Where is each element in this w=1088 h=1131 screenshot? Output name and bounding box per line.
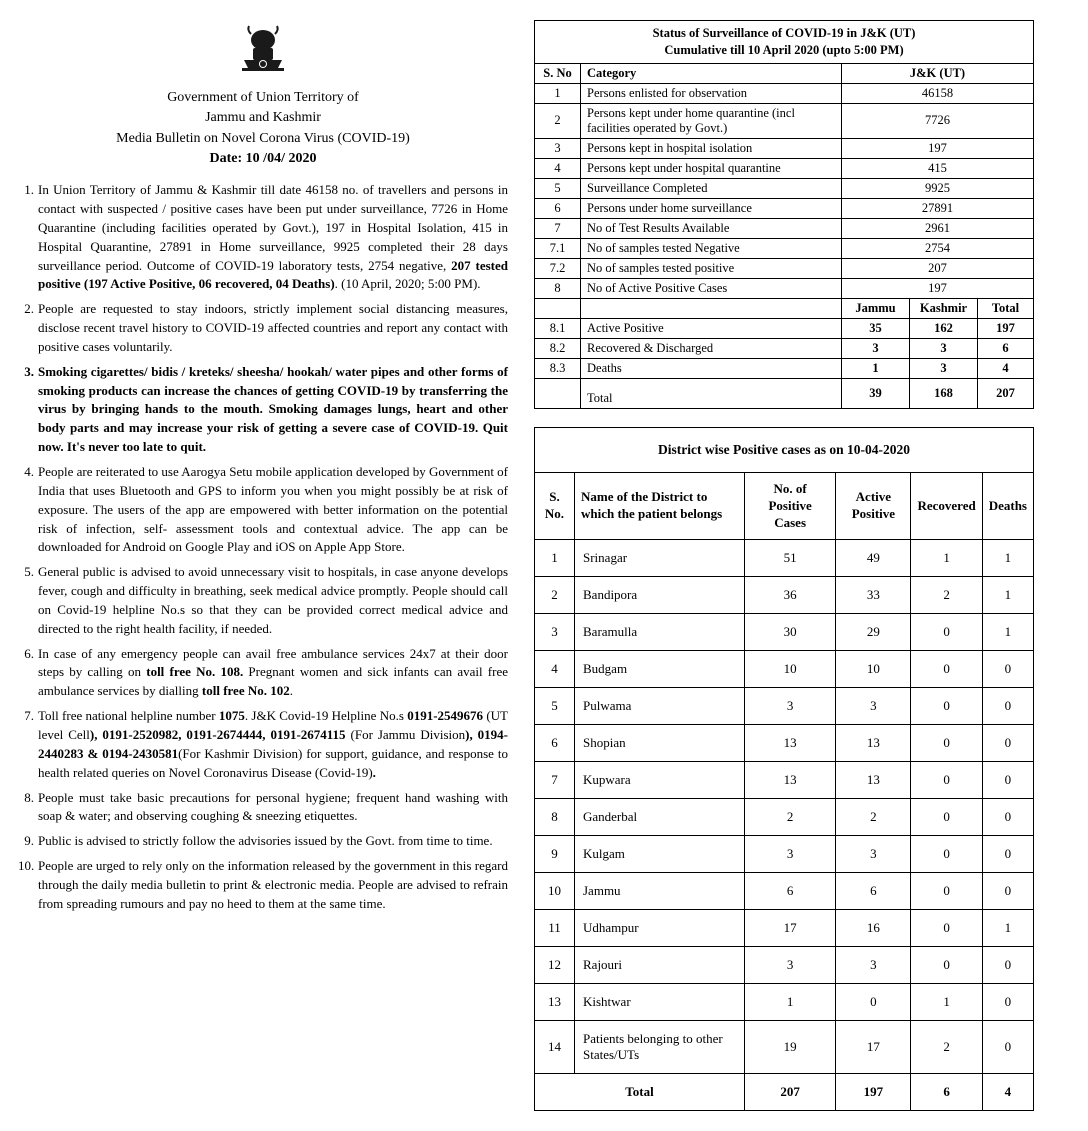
bulletin-points: 1.In Union Territory of Jammu & Kashmir … <box>18 181 508 913</box>
point-number: 10. <box>18 857 38 914</box>
dist-row: 12 Rajouri 3 3 0 0 <box>535 947 1034 984</box>
col-deaths: Deaths <box>982 472 1033 540</box>
surv-split-row: 8.3Deaths134 <box>535 358 1034 378</box>
point-text: People are requested to stay indoors, st… <box>38 300 508 357</box>
surveillance-table: Status of Surveillance of COVID-19 in J&… <box>534 20 1034 409</box>
bulletin-point: 10.People are urged to rely only on the … <box>18 857 508 914</box>
point-text: Public is advised to strictly follow the… <box>38 832 508 851</box>
surv-row: 8No of Active Positive Cases197 <box>535 278 1034 298</box>
bulletin-point: 4.People are reiterated to use Aarogya S… <box>18 463 508 557</box>
dist-row: 13 Kishtwar 1 0 1 0 <box>535 984 1034 1021</box>
point-text: In case of any emergency people can avai… <box>38 645 508 702</box>
dist-row: 11 Udhampur 17 16 0 1 <box>535 910 1034 947</box>
bulletin-point: 7.Toll free national helpline number 107… <box>18 707 508 782</box>
right-column: Status of Surveillance of COVID-19 in J&… <box>534 20 1034 1111</box>
point-text: Smoking cigarettes/ bidis / kreteks/ she… <box>38 363 508 457</box>
bulletin-point: 5.General public is advised to avoid unn… <box>18 563 508 638</box>
point-number: 3. <box>18 363 38 457</box>
bulletin-date: Date: 10 /04/ 2020 <box>18 149 508 169</box>
point-text: Toll free national helpline number 1075.… <box>38 707 508 782</box>
point-text: In Union Territory of Jammu & Kashmir ti… <box>38 181 508 294</box>
dist-row: 6 Shopian 13 13 0 0 <box>535 725 1034 762</box>
col-category: Category <box>581 63 842 83</box>
col-positive: No. of Positive Cases <box>745 472 836 540</box>
dist-row: 8 Ganderbal 2 2 0 0 <box>535 799 1034 836</box>
dist-row: 4 Budgam 10 10 0 0 <box>535 651 1034 688</box>
bulletin-point: 1.In Union Territory of Jammu & Kashmir … <box>18 181 508 294</box>
col-active: Active Positive <box>836 472 911 540</box>
surv-row: 1Persons enlisted for observation46158 <box>535 83 1034 103</box>
surv-title: Status of Surveillance of COVID-19 in J&… <box>535 21 1034 64</box>
surv-row: 3Persons kept in hospital isolation197 <box>535 138 1034 158</box>
surv-row: 5Surveillance Completed9925 <box>535 178 1034 198</box>
surv-row: 7.1No of samples tested Negative2754 <box>535 238 1034 258</box>
bulletin-point: 3.Smoking cigarettes/ bidis / kreteks/ s… <box>18 363 508 457</box>
bulletin-point: 2.People are requested to stay indoors, … <box>18 300 508 357</box>
point-number: 1. <box>18 181 38 294</box>
surv-split-header: JammuKashmirTotal <box>535 298 1034 318</box>
dist-row: 7 Kupwara 13 13 0 0 <box>535 762 1034 799</box>
col-sno: S. No <box>535 63 581 83</box>
surv-total-row: Total39168207 <box>535 378 1034 408</box>
point-text: People are urged to rely only on the inf… <box>38 857 508 914</box>
col-value: J&K (UT) <box>842 63 1034 83</box>
point-text: People are reiterated to use Aarogya Set… <box>38 463 508 557</box>
dist-title: District wise Positive cases as on 10-04… <box>535 427 1034 472</box>
surv-row: 6Persons under home surveillance27891 <box>535 198 1034 218</box>
dist-header-row: S. No. Name of the District to which the… <box>535 472 1034 540</box>
dist-total-row: Total 207 197 6 4 <box>535 1074 1034 1111</box>
dist-row: 10 Jammu 6 6 0 0 <box>535 873 1034 910</box>
org-line-2: Jammu and Kashmir <box>18 108 508 128</box>
org-line-1: Government of Union Territory of <box>18 88 508 108</box>
point-text: General public is advised to avoid unnec… <box>38 563 508 638</box>
surv-row: 2Persons kept under home quarantine (inc… <box>535 103 1034 138</box>
dist-row: 1 Srinagar 51 49 1 1 <box>535 540 1034 577</box>
bulletin-point: 9.Public is advised to strictly follow t… <box>18 832 508 851</box>
surv-row: 7No of Test Results Available2961 <box>535 218 1034 238</box>
col-recovered: Recovered <box>911 472 982 540</box>
document-header: Government of Union Territory of Jammu a… <box>18 20 508 169</box>
point-number: 8. <box>18 789 38 827</box>
point-number: 2. <box>18 300 38 357</box>
left-column: Government of Union Territory of Jammu a… <box>18 20 508 920</box>
page-root: Government of Union Territory of Jammu a… <box>18 20 1070 1111</box>
bulletin-point: 8.People must take basic precautions for… <box>18 789 508 827</box>
bulletin-title: Media Bulletin on Novel Corona Virus (CO… <box>18 129 508 149</box>
surv-row: 7.2No of samples tested positive207 <box>535 258 1034 278</box>
point-number: 4. <box>18 463 38 557</box>
surv-split-row: 8.2Recovered & Discharged336 <box>535 338 1034 358</box>
bulletin-point: 6.In case of any emergency people can av… <box>18 645 508 702</box>
dist-row: 9 Kulgam 3 3 0 0 <box>535 836 1034 873</box>
surv-split-row: 8.1Active Positive35162197 <box>535 318 1034 338</box>
dist-row: 5 Pulwama 3 3 0 0 <box>535 688 1034 725</box>
col-sno: S. No. <box>535 472 575 540</box>
surv-row: 4Persons kept under hospital quarantine4… <box>535 158 1034 178</box>
dist-row: 14 Patients belonging to other States/UT… <box>535 1021 1034 1074</box>
col-district: Name of the District to which the patien… <box>575 472 745 540</box>
point-text: People must take basic precautions for p… <box>38 789 508 827</box>
point-number: 6. <box>18 645 38 702</box>
national-emblem-icon <box>234 20 292 80</box>
dist-row: 2 Bandipora 36 33 2 1 <box>535 577 1034 614</box>
dist-row: 3 Baramulla 30 29 0 1 <box>535 614 1034 651</box>
point-number: 7. <box>18 707 38 782</box>
district-table: District wise Positive cases as on 10-04… <box>534 427 1034 1112</box>
point-number: 5. <box>18 563 38 638</box>
point-number: 9. <box>18 832 38 851</box>
